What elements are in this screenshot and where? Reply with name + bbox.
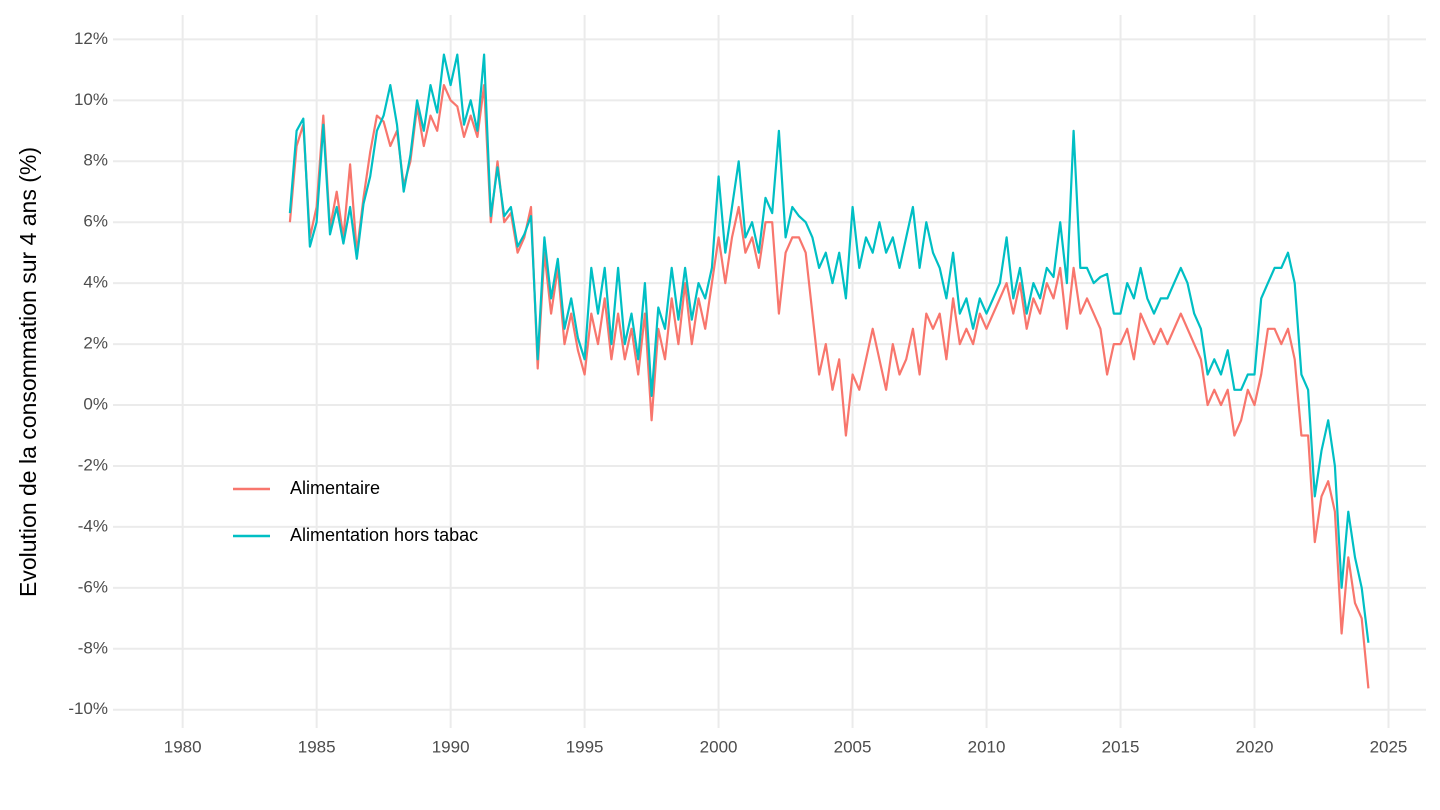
legend-label: Alimentaire [290, 478, 380, 498]
x-tick-label: 1990 [432, 737, 470, 756]
y-tick-label: -8% [78, 638, 108, 657]
x-tick-label: 1995 [566, 737, 604, 756]
y-tick-label: -2% [78, 455, 108, 474]
series-line [288, 53, 1370, 643]
x-tick-label: 2005 [834, 737, 872, 756]
x-tick-label: 2015 [1102, 737, 1140, 756]
y-tick-label: 12% [74, 29, 108, 48]
y-tick-label: -4% [78, 516, 108, 535]
series-line [288, 84, 1370, 689]
y-tick-label: 6% [83, 212, 108, 231]
x-tick-label: 2025 [1370, 737, 1408, 756]
y-axis-title: Evolution de la consommation sur 4 ans (… [15, 147, 41, 597]
x-tick-label: 2020 [1236, 737, 1274, 756]
y-tick-label: 10% [74, 90, 108, 109]
y-tick-label: -10% [68, 699, 108, 718]
x-tick-label: 2000 [700, 737, 738, 756]
y-tick-label: 2% [83, 334, 108, 353]
y-tick-label: 0% [83, 395, 108, 414]
legend-label: Alimentation hors tabac [290, 525, 478, 545]
y-tick-label: 4% [83, 273, 108, 292]
y-tick-label: 8% [83, 151, 108, 170]
x-tick-label: 1985 [298, 737, 336, 756]
x-tick-label: 1980 [164, 737, 202, 756]
y-tick-label: -6% [78, 577, 108, 596]
x-tick-label: 2010 [968, 737, 1006, 756]
